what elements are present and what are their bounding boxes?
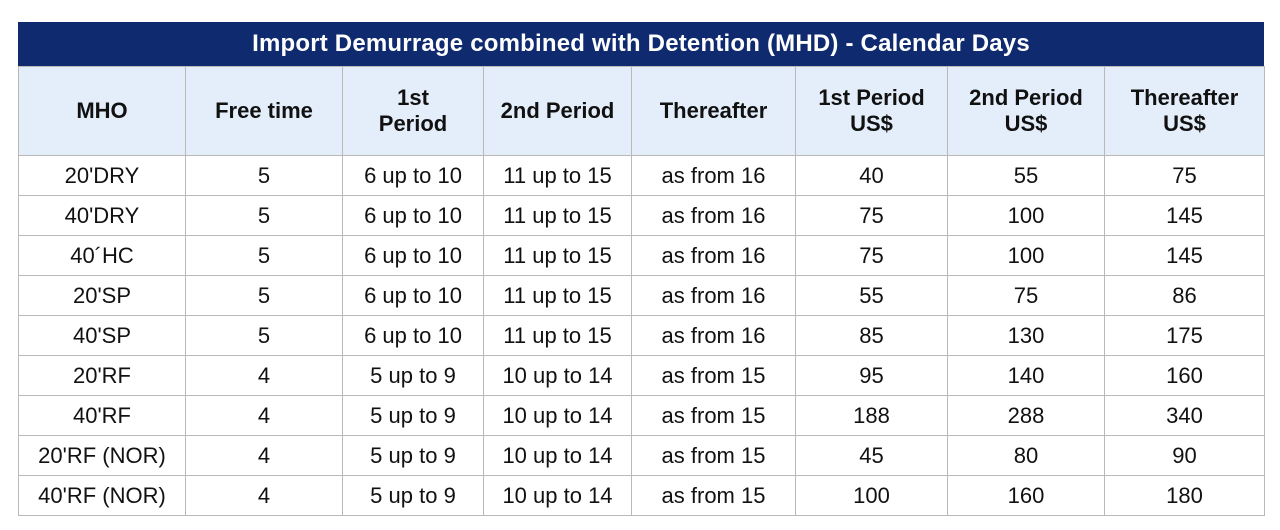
thereafter-cell: as from 16	[631, 275, 796, 316]
first-period-usd-cell: 55	[795, 275, 948, 316]
first-period-usd-cell: 40	[795, 155, 948, 196]
first-period-usd-cell: 85	[795, 315, 948, 356]
col-header-2nd-period-usd: 2nd Period US$	[947, 66, 1105, 156]
col-header-thereafter: Thereafter	[631, 66, 796, 156]
free-time-cell: 5	[185, 195, 343, 236]
mho-cell: 40'RF (NOR)	[18, 475, 186, 516]
table-row: 20'SP 5 6 up to 10 11 up to 15 as from 16 55 7…	[18, 275, 1265, 316]
header-row: MHO Free time 1st Period 2nd Period Ther…	[18, 66, 1265, 156]
thereafter-cell: as from 15	[631, 395, 796, 436]
second-period-cell: 11 up to 15	[483, 315, 632, 356]
second-period-cell: 10 up to 14	[483, 435, 632, 476]
second-period-usd-cell: 140	[947, 355, 1105, 396]
first-period-cell: 6 up to 10	[342, 315, 484, 356]
free-time-cell: 5	[185, 235, 343, 276]
first-period-cell: 5 up to 9	[342, 395, 484, 436]
second-period-cell: 11 up to 15	[483, 195, 632, 236]
mho-cell: 40'RF	[18, 395, 186, 436]
second-period-cell: 10 up to 14	[483, 395, 632, 436]
demurrage-table: MHO Free time 1st Period 2nd Period Ther…	[18, 66, 1265, 516]
thereafter-usd-cell: 90	[1104, 435, 1265, 476]
first-period-cell: 6 up to 10	[342, 235, 484, 276]
free-time-cell: 5	[185, 155, 343, 196]
mho-cell: 40´HC	[18, 235, 186, 276]
thereafter-cell: as from 16	[631, 315, 796, 356]
mho-cell: 40'DRY	[18, 195, 186, 236]
first-period-usd-cell: 75	[795, 195, 948, 236]
table-row: 20'DRY 5 6 up to 10 11 up to 15 as from 16 40…	[18, 155, 1265, 196]
table-row: 20'RF 4 5 up to 9 10 up to 14 as from 15 95 14…	[18, 355, 1265, 396]
second-period-cell: 11 up to 15	[483, 275, 632, 316]
second-period-cell: 11 up to 15	[483, 235, 632, 276]
thereafter-usd-cell: 175	[1104, 315, 1265, 356]
first-period-cell: 5 up to 9	[342, 475, 484, 516]
second-period-usd-cell: 288	[947, 395, 1105, 436]
table-row: 40'DRY 5 6 up to 10 11 up to 15 as from 16 75…	[18, 195, 1265, 236]
table-row: 40´HC 5 6 up to 10 11 up to 15 as from 16 75 1…	[18, 235, 1265, 276]
second-period-usd-cell: 75	[947, 275, 1105, 316]
thereafter-cell: as from 16	[631, 235, 796, 276]
second-period-usd-cell: 100	[947, 235, 1105, 276]
thereafter-cell: as from 15	[631, 355, 796, 396]
first-period-cell: 6 up to 10	[342, 195, 484, 236]
thereafter-usd-cell: 340	[1104, 395, 1265, 436]
free-time-cell: 4	[185, 435, 343, 476]
mho-cell: 20'DRY	[18, 155, 186, 196]
col-header-2nd-period: 2nd Period	[483, 66, 632, 156]
mho-cell: 40'SP	[18, 315, 186, 356]
demurrage-table-container: Import Demurrage combined with Detention…	[18, 22, 1265, 516]
second-period-usd-cell: 160	[947, 475, 1105, 516]
first-period-usd-cell: 75	[795, 235, 948, 276]
first-period-usd-cell: 188	[795, 395, 948, 436]
col-header-mho: MHO	[18, 66, 186, 156]
thereafter-usd-cell: 75	[1104, 155, 1265, 196]
table-row: 40'SP 5 6 up to 10 11 up to 15 as from 16 85 1…	[18, 315, 1265, 356]
mho-cell: 20'RF (NOR)	[18, 435, 186, 476]
second-period-cell: 10 up to 14	[483, 355, 632, 396]
table-row: 20'RF (NOR) 4 5 up to 9 10 up to 14 as from …	[18, 435, 1265, 476]
thereafter-usd-cell: 160	[1104, 355, 1265, 396]
thereafter-usd-cell: 145	[1104, 195, 1265, 236]
first-period-cell: 6 up to 10	[342, 275, 484, 316]
thereafter-usd-cell: 145	[1104, 235, 1265, 276]
first-period-usd-cell: 45	[795, 435, 948, 476]
thereafter-cell: as from 15	[631, 435, 796, 476]
second-period-cell: 11 up to 15	[483, 155, 632, 196]
second-period-usd-cell: 80	[947, 435, 1105, 476]
col-header-1st-period: 1st Period	[342, 66, 484, 156]
table-title: Import Demurrage combined with Detention…	[18, 22, 1264, 66]
free-time-cell: 5	[185, 275, 343, 316]
second-period-usd-cell: 100	[947, 195, 1105, 236]
first-period-usd-cell: 95	[795, 355, 948, 396]
thereafter-usd-cell: 180	[1104, 475, 1265, 516]
table-body: 20'DRY 5 6 up to 10 11 up to 15 as from 16 40…	[18, 155, 1265, 516]
second-period-usd-cell: 130	[947, 315, 1105, 356]
free-time-cell: 4	[185, 355, 343, 396]
table-row: 40'RF 4 5 up to 9 10 up to 14 as from 15 188 2…	[18, 395, 1265, 436]
thereafter-cell: as from 16	[631, 155, 796, 196]
thereafter-cell: as from 15	[631, 475, 796, 516]
thereafter-cell: as from 16	[631, 195, 796, 236]
first-period-usd-cell: 100	[795, 475, 948, 516]
col-header-free-time: Free time	[185, 66, 343, 156]
free-time-cell: 4	[185, 475, 343, 516]
second-period-usd-cell: 55	[947, 155, 1105, 196]
free-time-cell: 4	[185, 395, 343, 436]
col-header-thereafter-usd: Thereafter US$	[1104, 66, 1265, 156]
mho-cell: 20'SP	[18, 275, 186, 316]
second-period-cell: 10 up to 14	[483, 475, 632, 516]
free-time-cell: 5	[185, 315, 343, 356]
mho-cell: 20'RF	[18, 355, 186, 396]
first-period-cell: 5 up to 9	[342, 435, 484, 476]
col-header-1st-period-usd: 1st Period US$	[795, 66, 948, 156]
table-row: 40'RF (NOR) 4 5 up to 9 10 up to 14 as from …	[18, 475, 1265, 516]
first-period-cell: 6 up to 10	[342, 155, 484, 196]
thereafter-usd-cell: 86	[1104, 275, 1265, 316]
first-period-cell: 5 up to 9	[342, 355, 484, 396]
